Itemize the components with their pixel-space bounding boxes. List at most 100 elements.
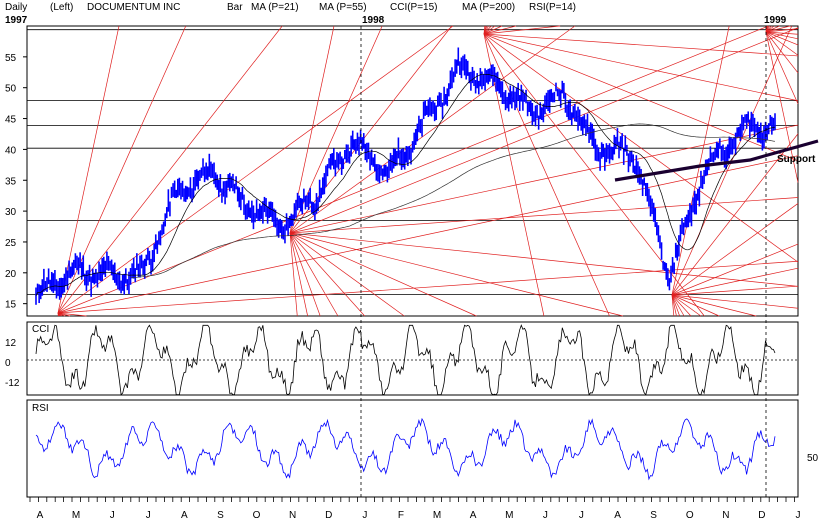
fan-line	[671, 294, 677, 317]
cci-tick-label: 0	[5, 358, 11, 369]
fan-line	[671, 243, 799, 296]
fan-line	[57, 25, 454, 314]
fan-line	[57, 312, 87, 317]
fan-line	[765, 31, 799, 183]
rsi-panel-title: RSI	[32, 403, 49, 414]
year-label-1998: 1998	[362, 15, 385, 26]
x-month-label: O	[686, 510, 694, 521]
rsi-panel-frame	[26, 399, 799, 498]
fan-line	[289, 232, 477, 317]
legend-item: RSI(P=14)	[529, 2, 576, 13]
cci-panel-frame	[26, 321, 799, 396]
ma200-line	[130, 123, 776, 279]
fan-line	[671, 267, 799, 296]
rsi-line	[35, 417, 776, 481]
fan-line	[57, 25, 769, 314]
price-tick-label: 40	[5, 145, 17, 156]
x-month-label: J	[146, 510, 151, 521]
price-tick-label: 30	[5, 207, 17, 218]
fan-line	[765, 31, 799, 40]
rsi-tick-50: 50	[807, 453, 819, 464]
year-label-1999: 1999	[764, 15, 787, 26]
fan-line	[671, 294, 675, 317]
x-month-label: M	[72, 510, 80, 521]
fan-line	[483, 25, 492, 35]
cci-panel-title: CCI	[32, 324, 49, 335]
fan-line	[765, 28, 799, 33]
fan-line	[289, 197, 799, 234]
fan-line	[765, 31, 799, 35]
rsi-panel: RSI 50	[26, 399, 819, 498]
fan-line	[483, 33, 799, 263]
x-month-label: D	[325, 510, 332, 521]
fan-line	[765, 25, 780, 33]
price-tick-label: 35	[5, 176, 17, 187]
price-tick-label: 15	[5, 300, 17, 311]
price-panel: Support 15 20 25 30 35 40 45 50 55	[5, 25, 819, 317]
fan-line	[483, 25, 561, 35]
fan-line	[57, 25, 283, 314]
fan-line	[483, 25, 503, 35]
price-panel-frame	[26, 25, 799, 317]
legend-item: MA (P=21)	[251, 2, 299, 13]
scale-label: (Left)	[50, 2, 73, 13]
fan-line	[671, 285, 799, 296]
legend-item: Bar	[227, 2, 243, 13]
fan-line	[483, 33, 799, 162]
legend-item: MA (P=55)	[319, 2, 367, 13]
x-month-label: J	[579, 510, 584, 521]
fan-line	[483, 33, 610, 317]
fan-line	[671, 25, 730, 296]
x-month-label: O	[253, 510, 261, 521]
fan-line	[289, 124, 799, 234]
fan-line	[289, 232, 405, 317]
x-month-label: J	[362, 510, 367, 521]
fan-line	[671, 203, 799, 296]
fan-line	[765, 31, 799, 46]
fan-line	[289, 232, 799, 287]
x-month-label: J	[796, 510, 801, 521]
support-label: Support	[777, 154, 816, 165]
chart-title: DOCUMENTUM INC	[87, 2, 180, 13]
price-tick-label: 25	[5, 238, 17, 249]
fan-line	[671, 294, 680, 317]
fan-line	[765, 31, 799, 105]
fan-line	[289, 232, 339, 317]
fan-line	[765, 31, 799, 74]
fan-line	[765, 25, 791, 33]
legend: Bar MA (P=21) MA (P=55) CCI(P=15) MA (P=200)…	[227, 2, 576, 13]
cci-panel: CCI 12 0 -12	[5, 321, 799, 396]
x-month-label: J	[543, 510, 548, 521]
price-tick-label: 20	[5, 269, 17, 280]
cci-line	[35, 324, 776, 396]
fan-line	[483, 33, 799, 57]
x-month-label: M	[433, 510, 441, 521]
fan-line	[483, 33, 799, 102]
fan-line	[671, 294, 720, 317]
fan-line	[289, 25, 576, 234]
legend-item: CCI(P=15)	[390, 2, 438, 13]
x-month-label: A	[470, 510, 477, 521]
fan-line	[671, 294, 702, 317]
fan-line	[671, 25, 793, 296]
fan-line	[671, 294, 692, 317]
fan-line	[57, 155, 799, 314]
x-month-label: S	[650, 510, 657, 521]
x-month-label: D	[758, 510, 765, 521]
fan-line	[671, 133, 799, 296]
fan-line	[765, 25, 775, 33]
fan-line	[289, 232, 623, 317]
x-month-label: F	[398, 510, 404, 521]
fan-line	[765, 31, 799, 56]
fan-line	[289, 27, 799, 234]
x-month-label: J	[110, 510, 115, 521]
x-month-label: A	[37, 510, 44, 521]
x-month-label: N	[722, 510, 729, 521]
fan-line	[289, 232, 298, 317]
x-month-label: S	[217, 510, 224, 521]
legend-item: MA (P=200)	[462, 2, 515, 13]
support-trendline	[614, 139, 819, 182]
chart-period-label: Daily	[5, 2, 27, 13]
